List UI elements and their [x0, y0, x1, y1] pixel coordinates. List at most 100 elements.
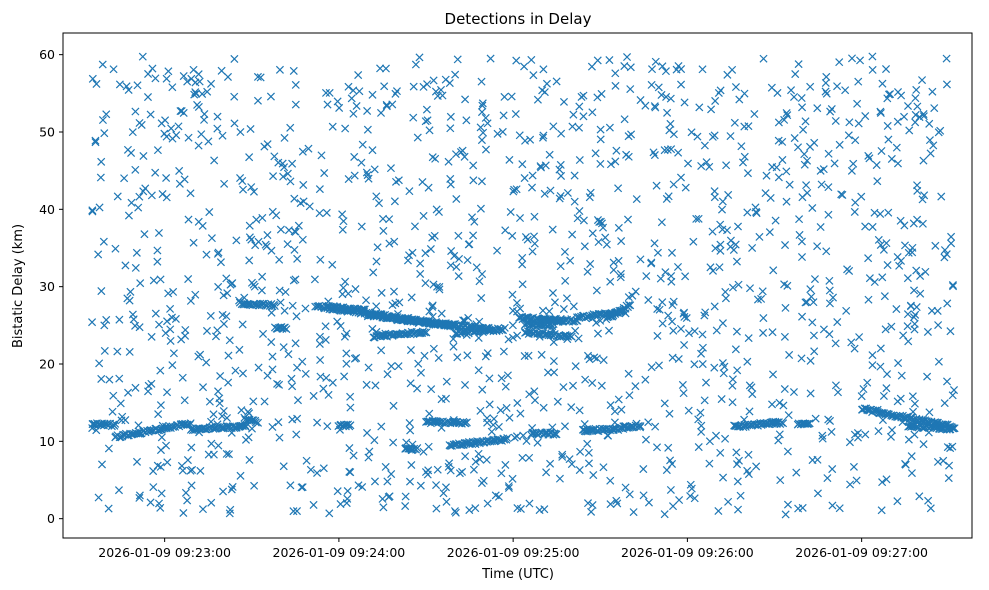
data-point — [718, 358, 727, 368]
data-point — [156, 366, 165, 375]
data-point — [819, 325, 828, 334]
data-point — [207, 79, 216, 88]
data-point — [455, 469, 464, 478]
data-point — [753, 295, 762, 304]
data-point — [351, 285, 360, 294]
data-point — [503, 434, 512, 443]
data-point — [718, 197, 727, 206]
data-point — [825, 276, 834, 285]
data-point — [486, 54, 495, 63]
data-point — [156, 503, 165, 512]
data-point — [453, 353, 462, 362]
data-point — [350, 354, 359, 363]
data-point — [395, 298, 404, 307]
data-point — [897, 371, 906, 380]
data-point — [761, 189, 770, 198]
data-point — [162, 441, 171, 450]
data-point — [354, 481, 363, 490]
data-point — [546, 459, 555, 468]
data-point — [416, 259, 425, 268]
data-point — [731, 83, 740, 92]
data-point — [94, 250, 103, 259]
data-point — [911, 310, 920, 319]
data-point — [469, 161, 478, 170]
data-point — [883, 370, 892, 379]
data-point — [823, 474, 832, 483]
data-point — [897, 256, 906, 265]
data-point — [291, 275, 300, 284]
data-point — [903, 322, 912, 331]
data-point — [144, 69, 153, 78]
data-point — [919, 112, 928, 121]
data-point — [531, 396, 540, 405]
data-point — [911, 110, 920, 119]
data-point — [769, 266, 778, 275]
data-point — [576, 447, 585, 456]
data-point — [821, 87, 830, 96]
data-point — [887, 322, 896, 331]
data-point — [941, 423, 950, 432]
data-point — [694, 443, 703, 452]
data-point — [695, 103, 704, 112]
data-point — [220, 179, 229, 188]
data-point — [745, 407, 754, 416]
data-point — [450, 251, 459, 260]
data-point — [109, 65, 118, 74]
data-point — [609, 265, 618, 274]
data-point — [782, 167, 791, 176]
data-point — [508, 321, 517, 330]
data-point — [477, 77, 486, 86]
data-point — [286, 481, 295, 490]
data-point — [584, 459, 593, 468]
data-point — [370, 436, 379, 445]
data-point — [606, 312, 615, 321]
data-point — [149, 276, 158, 285]
data-point — [116, 399, 125, 408]
data-point — [186, 296, 195, 305]
data-point — [568, 230, 577, 239]
data-point — [194, 70, 203, 79]
data-point — [224, 351, 233, 360]
data-point — [717, 205, 727, 214]
data-point — [347, 94, 356, 103]
data-point — [357, 158, 366, 167]
data-point — [500, 323, 509, 332]
data-point — [797, 237, 806, 246]
data-point — [379, 503, 388, 512]
data-point — [451, 508, 460, 517]
data-point — [161, 116, 170, 125]
data-point — [483, 414, 492, 423]
data-point — [236, 127, 245, 137]
data-point — [275, 65, 284, 74]
data-point — [915, 492, 924, 501]
data-point — [596, 125, 605, 134]
x-tick-label: 2026-01-09 09:24:00 — [273, 545, 406, 560]
data-point — [257, 286, 266, 295]
data-point — [865, 274, 874, 283]
data-point — [164, 289, 173, 298]
data-point — [606, 476, 615, 485]
data-point — [489, 414, 499, 423]
data-point — [662, 194, 671, 203]
data-point — [88, 206, 97, 215]
data-point — [870, 278, 879, 287]
data-point — [287, 374, 296, 383]
data-point — [663, 145, 672, 154]
data-point — [573, 214, 582, 223]
data-point — [666, 94, 675, 103]
data-point — [200, 115, 209, 124]
data-point — [798, 312, 807, 321]
data-point — [472, 263, 481, 272]
data-point — [449, 342, 458, 351]
data-point — [97, 157, 106, 166]
data-point — [900, 221, 909, 230]
data-point — [207, 498, 216, 507]
data-point — [908, 392, 917, 401]
data-point — [893, 88, 903, 97]
data-point — [167, 124, 176, 133]
x-tick-label: 2026-01-09 09:27:00 — [795, 545, 928, 560]
data-point — [557, 129, 566, 138]
data-point — [292, 507, 302, 516]
data-point — [315, 301, 324, 310]
data-point — [230, 119, 239, 128]
